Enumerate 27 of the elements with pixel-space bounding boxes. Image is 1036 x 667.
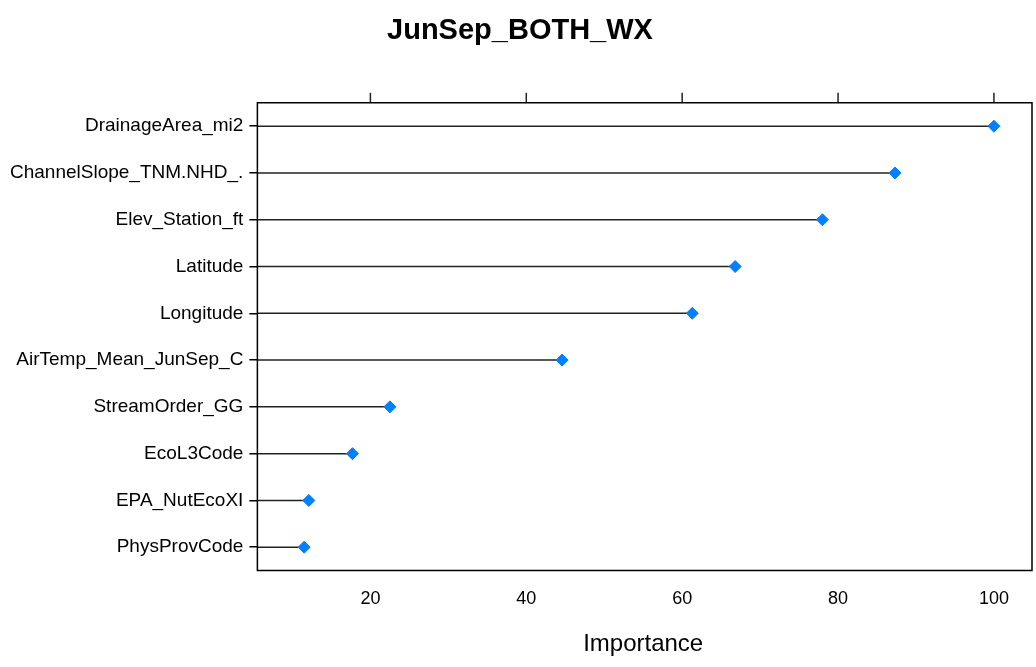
y-tick-label: Elev_Station_ft <box>115 207 245 230</box>
y-tick-label: AirTemp_Mean_JunSep_C <box>16 348 244 371</box>
point <box>815 213 829 227</box>
y-tick-label: Longitude <box>159 301 244 323</box>
y-tick-label: ChannelSlope_TNM.NHD_. <box>9 161 244 184</box>
point <box>297 540 311 554</box>
point <box>302 493 316 507</box>
x-tick-label: 20 <box>360 588 381 609</box>
point <box>383 400 397 414</box>
point <box>987 119 1001 133</box>
chart-title: JunSep_BOTH_WX <box>387 13 654 46</box>
point <box>555 353 569 367</box>
y-tick-label: PhysProvCode <box>116 535 244 557</box>
y-tick-label: StreamOrder_GG <box>93 395 244 418</box>
x-axis-title: Importance <box>583 629 704 657</box>
point <box>888 166 902 180</box>
point <box>345 447 359 461</box>
point <box>728 260 742 274</box>
y-tick-label: EPA_NutEcoXI <box>115 488 244 511</box>
x-tick-label: 60 <box>672 588 693 609</box>
x-tick-label: 100 <box>978 588 1009 609</box>
y-tick-label: DrainageArea_mi2 <box>84 114 244 137</box>
x-tick-label: 40 <box>516 588 537 609</box>
x-tick-label: 80 <box>828 588 849 609</box>
point <box>685 306 699 320</box>
y-tick-label: EcoL3Code <box>144 441 244 463</box>
y-tick-label: Latitude <box>175 254 244 276</box>
